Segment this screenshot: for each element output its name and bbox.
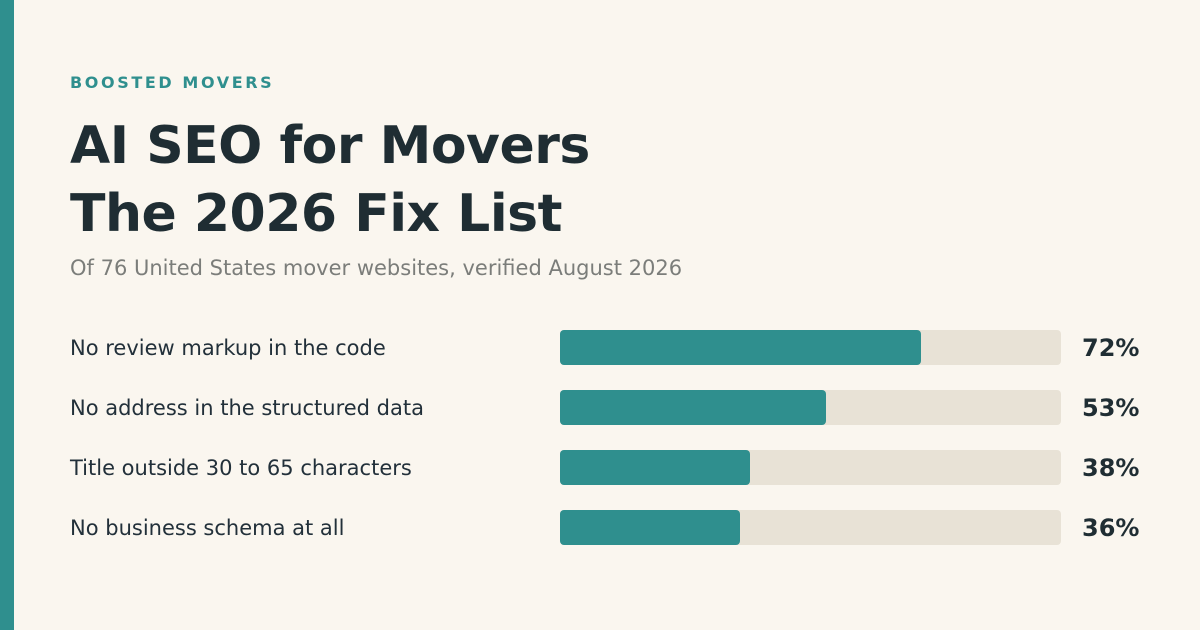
bar-track bbox=[560, 330, 1061, 365]
bar-track bbox=[560, 450, 1061, 485]
page-subtitle: Of 76 United States mover websites, veri… bbox=[70, 256, 683, 280]
title-line-2: The 2026 Fix List bbox=[70, 184, 562, 244]
bar bbox=[560, 510, 741, 545]
bar-value-label: 36% bbox=[1082, 514, 1140, 542]
bar bbox=[560, 330, 921, 365]
bar-label: No address in the structured data bbox=[70, 396, 424, 420]
bar-value-label: 38% bbox=[1082, 454, 1140, 482]
accent-bar bbox=[0, 0, 14, 630]
bar-value-label: 72% bbox=[1082, 334, 1140, 362]
bar bbox=[560, 450, 751, 485]
bar-label: No business schema at all bbox=[70, 516, 345, 540]
brand-label: BOOSTED MOVERS bbox=[70, 73, 275, 92]
bar-label: No review markup in the code bbox=[70, 336, 386, 360]
bar-track bbox=[560, 510, 1061, 545]
page-title: AI SEO for Movers The 2026 Fix List bbox=[70, 112, 590, 248]
bar-value-label: 53% bbox=[1082, 394, 1140, 422]
bar bbox=[560, 390, 826, 425]
title-line-1: AI SEO for Movers bbox=[70, 116, 590, 176]
bar-track bbox=[560, 390, 1061, 425]
bar-label: Title outside 30 to 65 characters bbox=[70, 456, 412, 480]
